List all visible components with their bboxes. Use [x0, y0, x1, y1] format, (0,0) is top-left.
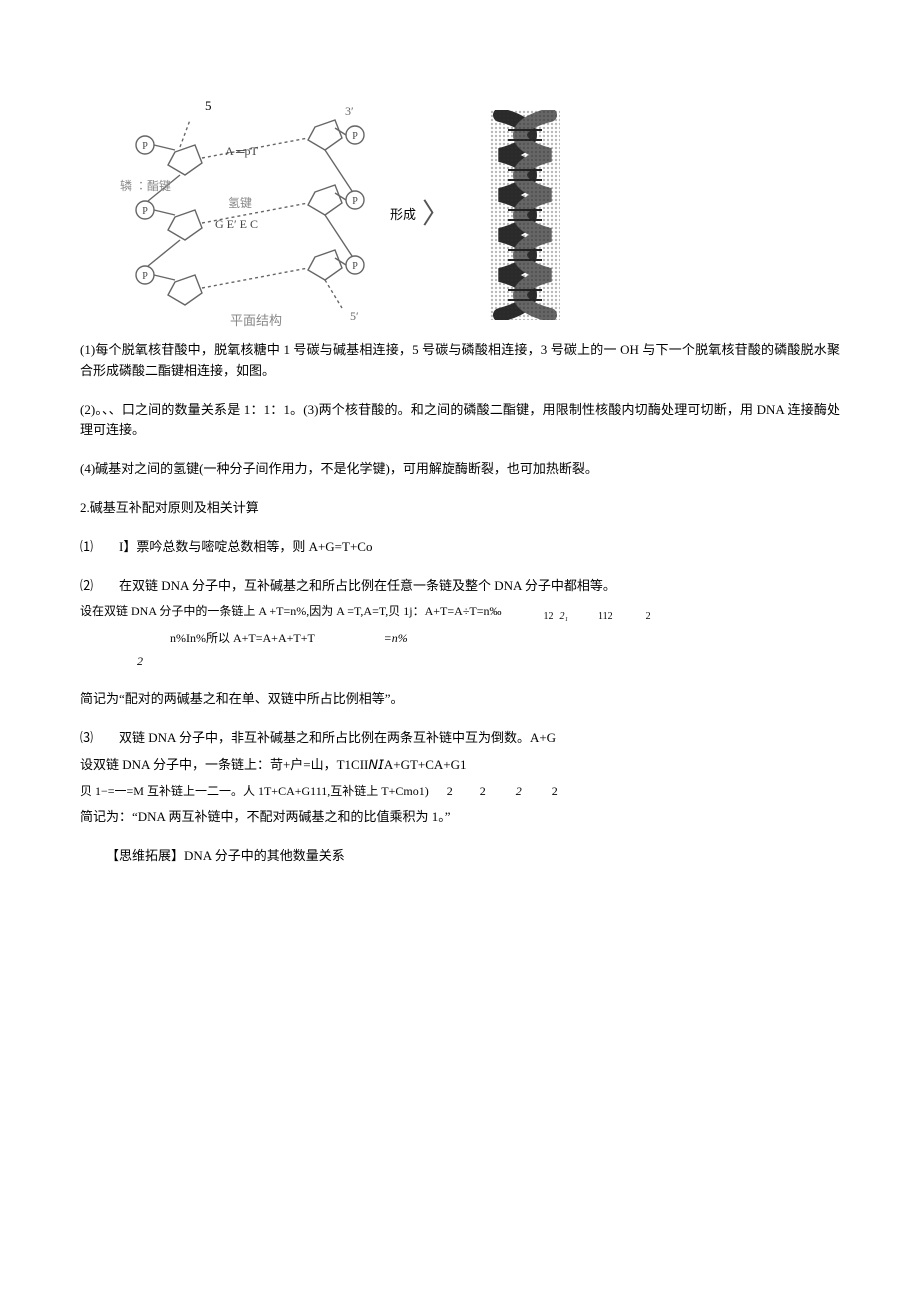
label-5-bot: 5′ — [350, 309, 359, 323]
helix-svg — [470, 110, 580, 320]
flat-structure-caption: 平面结构 — [230, 311, 282, 332]
label-5-top: 5 — [205, 100, 212, 113]
svg-text:P: P — [352, 261, 358, 272]
rule-3c-n3: 2 — [516, 784, 522, 798]
rule-3c-n4: 2 — [552, 784, 558, 798]
svg-text:P: P — [142, 206, 148, 217]
rule-3b: 设双链 DNA 分子中，一条链上：苛+户=山，T1CII𝘕𝘐A+GT+CA+G1 — [80, 755, 840, 776]
rule-3c-n2: 2 — [480, 784, 486, 798]
para-5: 简记为：“DNA 两互补链中，不配对两碱基之和的比值乘积为 1。” — [80, 807, 840, 828]
arrow-icon: 〉 — [422, 201, 450, 229]
rule-3c: 贝 1−=一=M 互补链上一二一。人 1T+CA+G111,互补链上 T+Cmo… — [80, 782, 840, 801]
rule-3: ⑶ 双链 DNA 分子中，非互补碱基之和所占比例在两条互补链中互为倒数。A+G — [80, 728, 840, 749]
math-line-2: n%In%所以 A+T=A+A+T+T =n% — [80, 629, 840, 648]
svg-text:P: P — [352, 131, 358, 142]
svg-text:P: P — [142, 271, 148, 282]
heading-2: 2.碱基互补配对原则及相关计算 — [80, 498, 840, 519]
figure-row: P P P P P P — [120, 100, 840, 330]
page: P P P P P P — [0, 0, 920, 1301]
math-line-3-2: 2 — [137, 654, 143, 668]
math-line-3: 2 — [80, 652, 840, 671]
math-frag-2: 2₁ — [560, 609, 568, 625]
rule-1: ⑴ I】票吟总数与嘧啶总数相等，则 A+G=T+Co — [80, 537, 840, 558]
svg-text:P: P — [142, 141, 148, 152]
math-line-2-left: n%In%所以 A+T=A+A+T+T — [170, 631, 315, 645]
para-4: 简记为“配对的两碱基之和在单、双链中所占比例相等”。 — [80, 689, 840, 710]
label-geec: G E′ E C — [215, 217, 258, 231]
para-3: (4)碱基对之间的氢键(一种分子间作用力，不是化学键)，可用解旋酶断裂，也可加热… — [80, 459, 840, 480]
para-2: (2)。、、口之间的数量关系是 1：1：1。(3)两个核苷酸的。和之间的磷酸二酯… — [80, 400, 840, 442]
rule-2: ⑵ 在双链 DNA 分子中，互补碱基之和所占比例在任意一条链及整个 DNA 分子… — [80, 576, 840, 597]
math-frag-4: 2 — [646, 609, 651, 625]
math-frag-3: 112 — [598, 609, 613, 625]
rule-3c-left: 贝 1−=一=M 互补链上一二一。人 1T+CA+G111,互补链上 T+Cmo… — [80, 784, 429, 798]
arrow-block: 形成 〉 — [390, 201, 450, 229]
arrow-label: 形成 — [390, 205, 416, 226]
para-1: (1)每个脱氧核苷酸中，脱氧核糖中 1 号碳与碱基相连接，5 号碳与磷酸相连接，… — [80, 340, 840, 382]
svg-text:P: P — [352, 196, 358, 207]
label-3-top: 3′ — [345, 104, 354, 118]
flat-structure-svg: P P P P P P — [120, 100, 370, 330]
para-6: 【思维拓展】DNA 分子中的其他数量关系 — [80, 846, 840, 867]
label-hbond: 氢键 — [228, 195, 252, 210]
math-line-1: 设在双链 DNA 分子中的一条链上 A +T=n%,因为 A =T,A=T,贝 … — [80, 602, 840, 624]
math-frag-1: 12 — [544, 609, 554, 625]
helix-diagram — [470, 110, 580, 320]
label-phosphoester: 辚 ∶酯键 — [120, 179, 171, 193]
label-apt: A ═pT — [225, 144, 259, 158]
rule-3c-n1: 2 — [447, 784, 453, 798]
flat-structure-diagram: P P P P P P — [120, 100, 370, 330]
math-line-2-eq: =n% — [384, 631, 408, 645]
math-line-1-left: 设在双链 DNA 分子中的一条链上 A +T=n%,因为 A =T,A=T,贝 … — [80, 604, 502, 618]
